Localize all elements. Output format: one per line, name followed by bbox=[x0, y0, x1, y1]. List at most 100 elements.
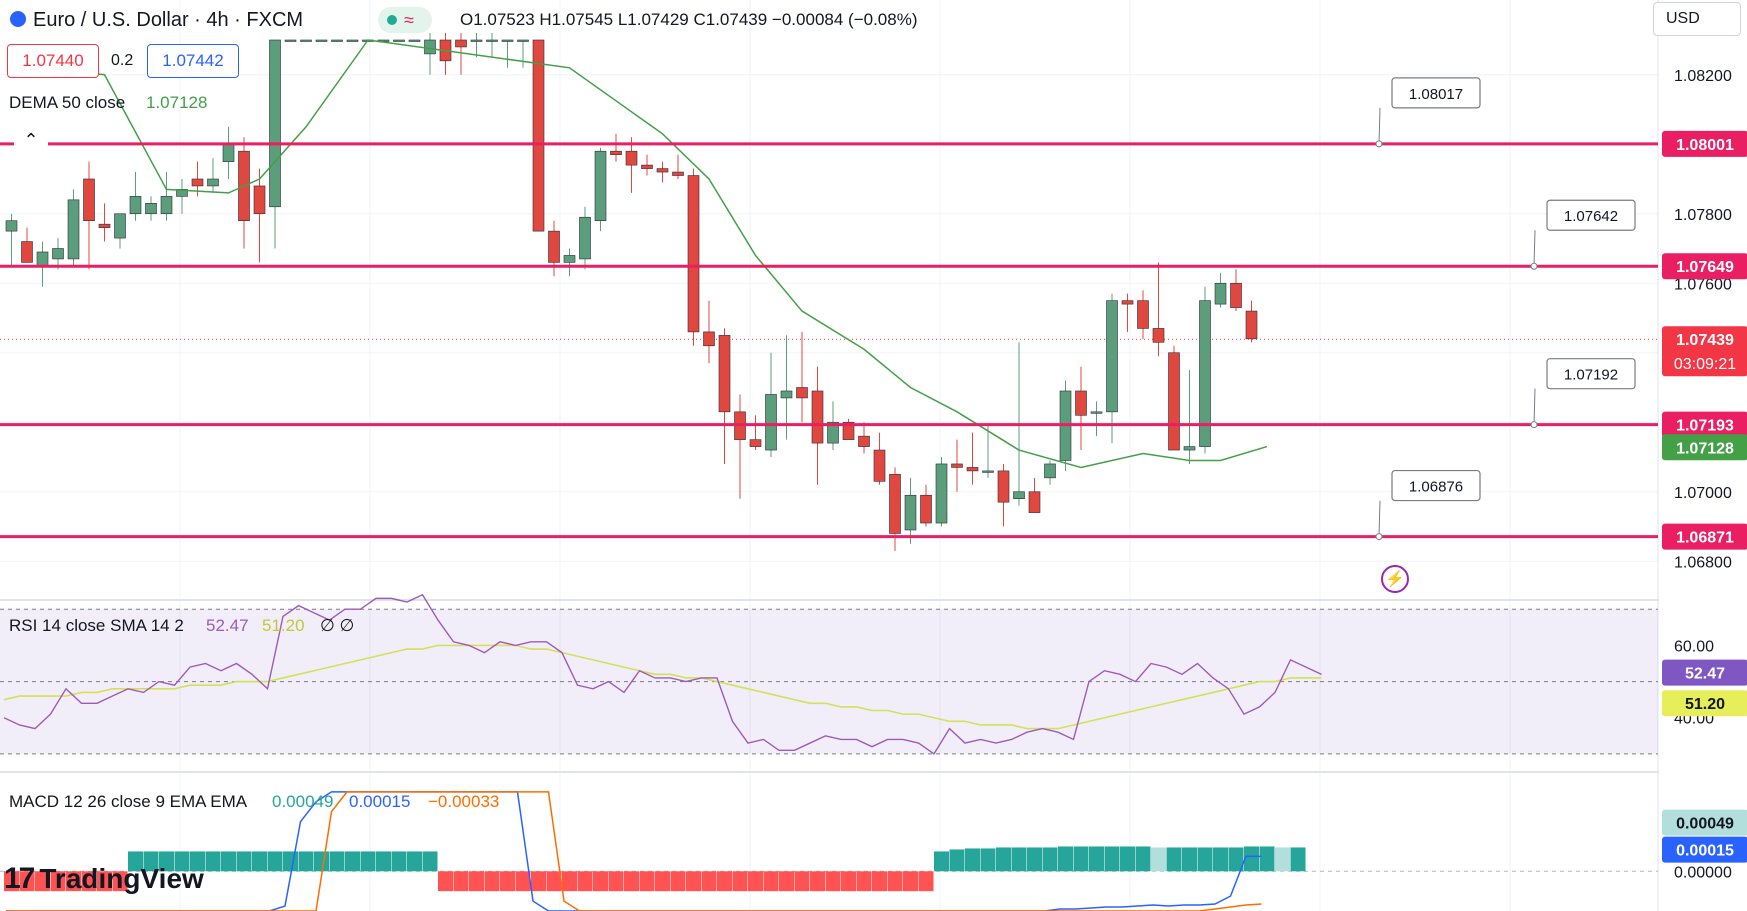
macd-histogram-bar bbox=[593, 871, 608, 892]
callout-box bbox=[1546, 358, 1636, 390]
candle-body bbox=[625, 150, 638, 166]
macd-value: 0.00015 bbox=[349, 792, 410, 811]
candle-body bbox=[889, 474, 901, 534]
macd-histogram-bar bbox=[1089, 846, 1104, 872]
candle-body bbox=[501, 39, 514, 42]
level-price-tag-bg bbox=[1662, 253, 1747, 280]
market-status-badge[interactable] bbox=[378, 7, 432, 33]
macd-label[interactable]: MACD 12 26 close 9 EMA EMA bbox=[9, 792, 248, 811]
price-tick-label: 1.08200 bbox=[1674, 68, 1732, 85]
candle-body bbox=[83, 178, 95, 222]
chevron-up-icon: ⌃ bbox=[23, 129, 39, 150]
candle-body bbox=[52, 248, 64, 260]
macd-histogram-bar bbox=[221, 851, 236, 872]
macd-histogram-bar bbox=[1120, 846, 1135, 872]
candle-body bbox=[641, 164, 653, 169]
collapse-legend-button[interactable]: ⌃ bbox=[14, 123, 48, 157]
candle-body bbox=[1013, 491, 1025, 499]
macd-histogram-bar bbox=[484, 871, 500, 892]
macd-histogram-bar bbox=[763, 871, 779, 892]
rsi-value-tag-bg bbox=[1662, 659, 1747, 686]
macd-value-tag-bg bbox=[1662, 836, 1747, 863]
candle-body bbox=[269, 39, 281, 208]
rsi-sma-tag: 51.20 bbox=[1685, 696, 1725, 713]
callout-anchor bbox=[1375, 533, 1383, 541]
macd-histogram-bar bbox=[159, 851, 174, 872]
dema-legend: DEMA 50 close 1.07128 bbox=[9, 93, 207, 112]
macd-histogram-bar bbox=[825, 871, 841, 892]
macd-histogram-bar bbox=[19, 871, 35, 892]
level-price-tag-bg bbox=[1662, 130, 1747, 157]
macd-histogram-bar bbox=[1166, 847, 1182, 872]
macd-histogram-bar bbox=[128, 851, 143, 872]
level-price-tag-bg bbox=[1662, 523, 1747, 550]
candle-body bbox=[98, 223, 111, 228]
candle-body bbox=[1245, 310, 1258, 340]
symbol-title[interactable]: Euro / U.S. Dollar · 4h · FXCM bbox=[33, 9, 303, 31]
callout-anchor bbox=[1530, 421, 1538, 429]
macd-pane bbox=[0, 791, 1658, 911]
candle-body bbox=[21, 241, 33, 263]
callout-anchor bbox=[1530, 262, 1538, 270]
candle-body bbox=[408, 39, 421, 42]
currency-button[interactable]: USD bbox=[1653, 2, 1741, 36]
macd-histogram-bar bbox=[50, 871, 66, 892]
tradingview-logo[interactable]: 17 TradingView bbox=[4, 862, 204, 896]
macd-histogram-bar bbox=[205, 851, 221, 872]
macd-histogram-bar bbox=[1027, 847, 1042, 872]
macd-histogram-bar bbox=[1058, 846, 1073, 872]
candle-body bbox=[222, 143, 235, 162]
macd-histogram-bar bbox=[608, 871, 624, 892]
sell-price-button[interactable]: 1.07440 bbox=[7, 44, 99, 78]
candle-body bbox=[1106, 300, 1118, 413]
macd-signal-value: −0.00033 bbox=[428, 792, 499, 811]
wave-icon: ≈ bbox=[404, 10, 414, 30]
candle-body bbox=[563, 255, 576, 263]
macd-histogram-bar bbox=[1151, 847, 1166, 872]
candle-body bbox=[656, 168, 669, 173]
candle-body bbox=[160, 196, 173, 215]
candle-body bbox=[1168, 352, 1180, 451]
candle-body bbox=[1183, 446, 1196, 451]
macd-histogram-bar bbox=[965, 848, 980, 872]
callout-pointer bbox=[1378, 107, 1381, 144]
candle-body bbox=[346, 39, 359, 42]
macd-histogram-bar bbox=[1275, 847, 1290, 872]
candle-body bbox=[842, 421, 855, 440]
macd-histogram-bar bbox=[190, 851, 205, 872]
macd-histogram-bar bbox=[1228, 847, 1244, 872]
macd-histogram-bar bbox=[670, 871, 686, 892]
candle-body bbox=[718, 335, 731, 413]
candle-body bbox=[284, 39, 297, 42]
macd-histogram-bar bbox=[686, 871, 701, 892]
macd-histogram-bar bbox=[438, 871, 453, 892]
macd-histogram-bar bbox=[1042, 847, 1058, 872]
macd-histogram-bar bbox=[903, 871, 918, 892]
market-open-icon bbox=[387, 15, 397, 25]
candle-body bbox=[36, 251, 49, 267]
candle-body bbox=[687, 175, 700, 333]
macd-histogram-bar bbox=[4, 871, 19, 892]
lightning-icon[interactable]: ⚡ bbox=[1381, 565, 1409, 593]
macd-histogram-bar bbox=[143, 851, 159, 872]
macd-histogram-bar bbox=[1197, 847, 1213, 872]
candle-body bbox=[207, 178, 219, 187]
rsi-label[interactable]: RSI 14 close SMA 14 2 bbox=[9, 616, 184, 635]
macd-histogram-bar bbox=[949, 849, 965, 872]
macd-histogram-bar bbox=[1104, 846, 1120, 872]
bar-countdown: 03:09:21 bbox=[1674, 356, 1736, 373]
candle-body bbox=[672, 171, 684, 176]
dema-value: 1.07128 bbox=[146, 93, 207, 112]
candle-body bbox=[1137, 300, 1149, 329]
dema-label[interactable]: DEMA 50 close bbox=[9, 93, 125, 112]
rsi-legend: RSI 14 close SMA 14 2 52.47 51.20 ∅ ∅ bbox=[9, 616, 354, 635]
macd-hist-tag-bg bbox=[1662, 809, 1747, 836]
buy-price-button[interactable]: 1.07442 bbox=[147, 44, 239, 78]
callout-box bbox=[1391, 469, 1481, 502]
macd-histogram-bar bbox=[112, 871, 128, 892]
candle-body bbox=[935, 463, 948, 524]
macd-histogram-bar bbox=[810, 871, 825, 892]
candle-body bbox=[594, 150, 607, 221]
candle-body bbox=[191, 178, 204, 187]
